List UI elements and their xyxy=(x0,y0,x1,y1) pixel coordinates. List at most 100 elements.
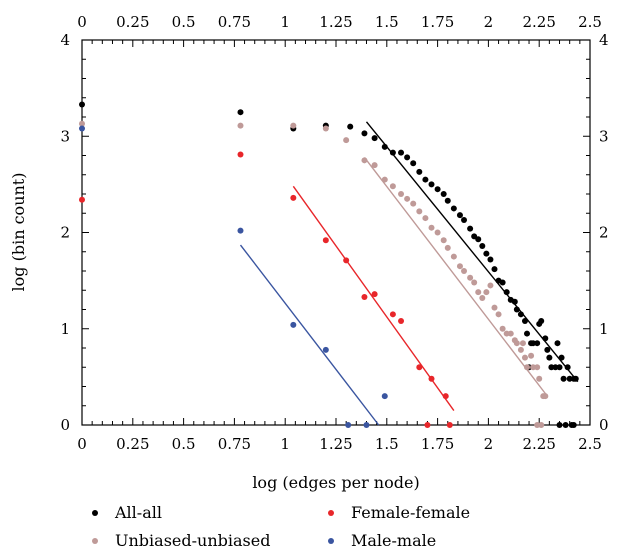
x-tick-label-bottom: 0.25 xyxy=(116,435,149,453)
data-point xyxy=(440,191,447,197)
data-point xyxy=(389,311,396,318)
data-point xyxy=(519,340,526,347)
x-tick-label-bottom: 1.75 xyxy=(421,435,454,453)
legend-label: Unbiased-unbiased xyxy=(115,531,270,550)
data-point xyxy=(542,393,549,400)
data-point xyxy=(428,181,435,188)
y-tick-label-right: 1 xyxy=(599,320,609,338)
x-tick-label-top: 1.25 xyxy=(319,13,352,31)
data-point xyxy=(558,354,565,361)
data-point xyxy=(416,364,423,371)
data-point xyxy=(487,256,494,263)
data-point xyxy=(290,122,297,129)
axis-ticks xyxy=(81,39,591,426)
data-point xyxy=(422,215,429,222)
x-tick-label-top: 1 xyxy=(280,13,290,31)
data-point xyxy=(381,393,388,400)
y-tick-label-left: 4 xyxy=(60,31,70,49)
data-point xyxy=(237,151,244,158)
data-point xyxy=(361,157,368,164)
data-point xyxy=(290,321,297,328)
legend-marker xyxy=(328,510,334,516)
data-point xyxy=(475,289,482,296)
data-point xyxy=(237,122,244,129)
data-point xyxy=(444,244,451,251)
data-point xyxy=(528,352,535,359)
data-point xyxy=(513,340,520,347)
data-point xyxy=(442,393,449,400)
x-tick-label-bottom: 0.75 xyxy=(218,435,251,453)
data-point xyxy=(237,109,244,116)
fit-line xyxy=(365,121,579,383)
data-point xyxy=(450,205,457,212)
data-point xyxy=(404,154,411,161)
data-point xyxy=(483,289,490,296)
legend-marker xyxy=(92,538,98,544)
data-point xyxy=(424,422,431,428)
data-point xyxy=(446,422,453,428)
data-point xyxy=(345,422,352,428)
data-point xyxy=(513,306,520,313)
data-point xyxy=(416,208,423,215)
x-tick-label-top: 0.75 xyxy=(218,13,251,31)
data-point xyxy=(398,191,405,197)
tick-labels: 000.250.250.50.50.750.75111.251.251.51.5… xyxy=(60,13,608,453)
data-point xyxy=(499,279,506,286)
data-point xyxy=(538,318,545,325)
data-point xyxy=(381,176,388,183)
data-point xyxy=(564,364,571,371)
plot-area xyxy=(81,39,591,426)
x-tick-label-top: 1.5 xyxy=(375,13,399,31)
x-tick-label-bottom: 2.25 xyxy=(522,435,555,453)
data-point xyxy=(511,298,518,305)
x-tick-label-top: 1.75 xyxy=(421,13,454,31)
x-tick-label-bottom: 1.25 xyxy=(319,435,352,453)
y-tick-label-right: 2 xyxy=(599,224,609,242)
data-point xyxy=(491,266,498,273)
data-point xyxy=(562,422,569,428)
data-point xyxy=(479,242,486,249)
legend-label: Male-male xyxy=(351,531,436,550)
data-point xyxy=(536,375,543,382)
data-point xyxy=(471,279,478,286)
data-point xyxy=(524,330,531,337)
x-tick-label-top: 2.5 xyxy=(578,13,602,31)
y-axis-title: log (bin count) xyxy=(9,173,28,292)
data-point xyxy=(556,364,563,371)
data-point xyxy=(434,229,441,236)
data-point xyxy=(461,216,468,223)
data-point xyxy=(546,354,553,361)
data-point xyxy=(363,422,370,428)
x-tick-label-bottom: 1.5 xyxy=(375,435,399,453)
data-point xyxy=(503,289,510,296)
data-point xyxy=(322,346,329,353)
data-point xyxy=(290,194,297,201)
data-point xyxy=(398,318,405,325)
x-tick-label-top: 2.25 xyxy=(522,13,555,31)
data-point xyxy=(434,186,441,193)
x-tick-label-top: 0.5 xyxy=(172,13,196,31)
data-point xyxy=(517,311,524,318)
data-point xyxy=(389,183,396,190)
data-point xyxy=(404,195,411,202)
data-point xyxy=(416,168,423,175)
data-point xyxy=(371,291,378,298)
data-point xyxy=(467,274,474,281)
data-point xyxy=(322,237,329,244)
data-point xyxy=(456,263,463,270)
data-point xyxy=(542,335,549,342)
data-point xyxy=(371,162,378,169)
data-point xyxy=(517,346,524,353)
legend-marker xyxy=(92,510,98,516)
data-point xyxy=(461,268,468,274)
data-point xyxy=(521,354,528,361)
data-point xyxy=(495,311,502,318)
x-tick-label-bottom: 1 xyxy=(280,435,290,453)
data-point xyxy=(450,253,457,260)
y-tick-label-right: 0 xyxy=(599,416,609,434)
data-point xyxy=(322,125,329,132)
data-point xyxy=(499,325,506,332)
data-point xyxy=(410,160,417,167)
fit-line xyxy=(239,244,380,426)
data-point xyxy=(560,375,567,382)
